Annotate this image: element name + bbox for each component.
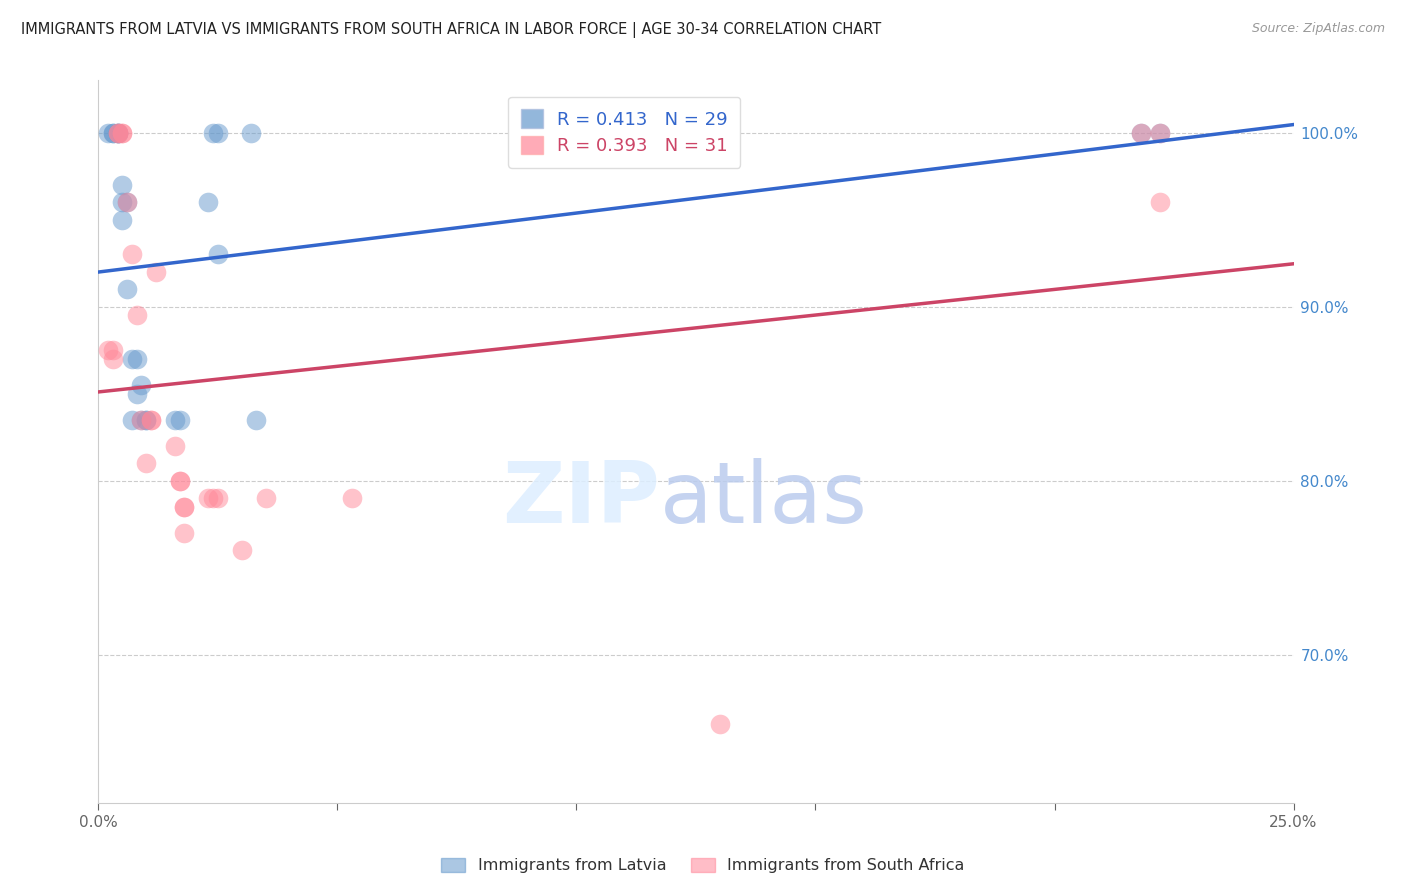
Text: atlas: atlas xyxy=(661,458,868,541)
Point xyxy=(121,351,143,366)
Point xyxy=(1149,126,1171,140)
Point xyxy=(135,413,157,427)
Point xyxy=(107,126,129,140)
Point xyxy=(111,126,134,140)
Point xyxy=(131,378,153,392)
Point xyxy=(97,343,120,358)
Point xyxy=(197,195,219,210)
Point xyxy=(231,543,253,558)
Point xyxy=(202,491,225,505)
Point xyxy=(111,212,134,227)
Point xyxy=(173,500,195,514)
Point xyxy=(115,195,138,210)
Point xyxy=(131,413,153,427)
Point xyxy=(1149,126,1171,140)
Point xyxy=(1149,195,1171,210)
Point xyxy=(1129,126,1152,140)
Point xyxy=(101,126,124,140)
Point xyxy=(197,491,219,505)
Point xyxy=(340,491,363,505)
Point xyxy=(135,456,157,470)
Point xyxy=(101,351,124,366)
Point xyxy=(245,413,267,427)
Point xyxy=(1129,126,1152,140)
Point xyxy=(107,126,129,140)
Point xyxy=(145,265,167,279)
Point xyxy=(111,195,134,210)
Point xyxy=(121,247,143,261)
Point xyxy=(207,247,229,261)
Point xyxy=(121,413,143,427)
Point xyxy=(163,413,186,427)
Point xyxy=(101,343,124,358)
Point xyxy=(202,126,225,140)
Point xyxy=(125,308,148,322)
Point xyxy=(173,525,195,540)
Point xyxy=(107,126,129,140)
Point xyxy=(125,351,148,366)
Legend: R = 0.413   N = 29, R = 0.393   N = 31: R = 0.413 N = 29, R = 0.393 N = 31 xyxy=(508,96,741,168)
Point xyxy=(125,386,148,401)
Text: IMMIGRANTS FROM LATVIA VS IMMIGRANTS FROM SOUTH AFRICA IN LABOR FORCE | AGE 30-3: IMMIGRANTS FROM LATVIA VS IMMIGRANTS FRO… xyxy=(21,22,882,38)
Point xyxy=(115,195,138,210)
Point xyxy=(139,413,162,427)
Point xyxy=(139,413,162,427)
Point xyxy=(101,126,124,140)
Point xyxy=(111,126,134,140)
Point xyxy=(207,491,229,505)
Point xyxy=(135,413,157,427)
Text: Source: ZipAtlas.com: Source: ZipAtlas.com xyxy=(1251,22,1385,36)
Point xyxy=(169,413,191,427)
Point xyxy=(107,126,129,140)
Point xyxy=(97,126,120,140)
Point xyxy=(131,413,153,427)
Point xyxy=(169,474,191,488)
Point xyxy=(254,491,277,505)
Point xyxy=(240,126,263,140)
Point xyxy=(709,717,731,731)
Point xyxy=(173,500,195,514)
Legend: Immigrants from Latvia, Immigrants from South Africa: Immigrants from Latvia, Immigrants from … xyxy=(434,851,972,880)
Text: ZIP: ZIP xyxy=(502,458,661,541)
Point xyxy=(169,474,191,488)
Point xyxy=(207,126,229,140)
Point xyxy=(111,178,134,192)
Point xyxy=(115,282,138,296)
Point xyxy=(163,439,186,453)
Point xyxy=(107,126,129,140)
